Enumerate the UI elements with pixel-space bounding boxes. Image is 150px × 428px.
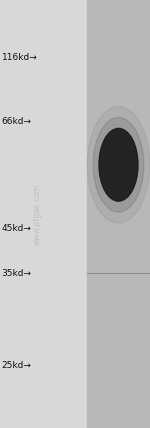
Text: 66kd→: 66kd→ xyxy=(2,117,31,127)
Text: 25kd→: 25kd→ xyxy=(2,361,31,371)
Ellipse shape xyxy=(87,107,150,223)
Text: 116kd→: 116kd→ xyxy=(2,53,37,62)
Text: 35kd→: 35kd→ xyxy=(2,269,31,279)
Ellipse shape xyxy=(99,128,138,201)
Ellipse shape xyxy=(93,118,144,212)
Bar xyxy=(87,0,150,428)
Text: www.ptgae.com: www.ptgae.com xyxy=(33,184,42,244)
Text: 45kd→: 45kd→ xyxy=(2,224,31,234)
